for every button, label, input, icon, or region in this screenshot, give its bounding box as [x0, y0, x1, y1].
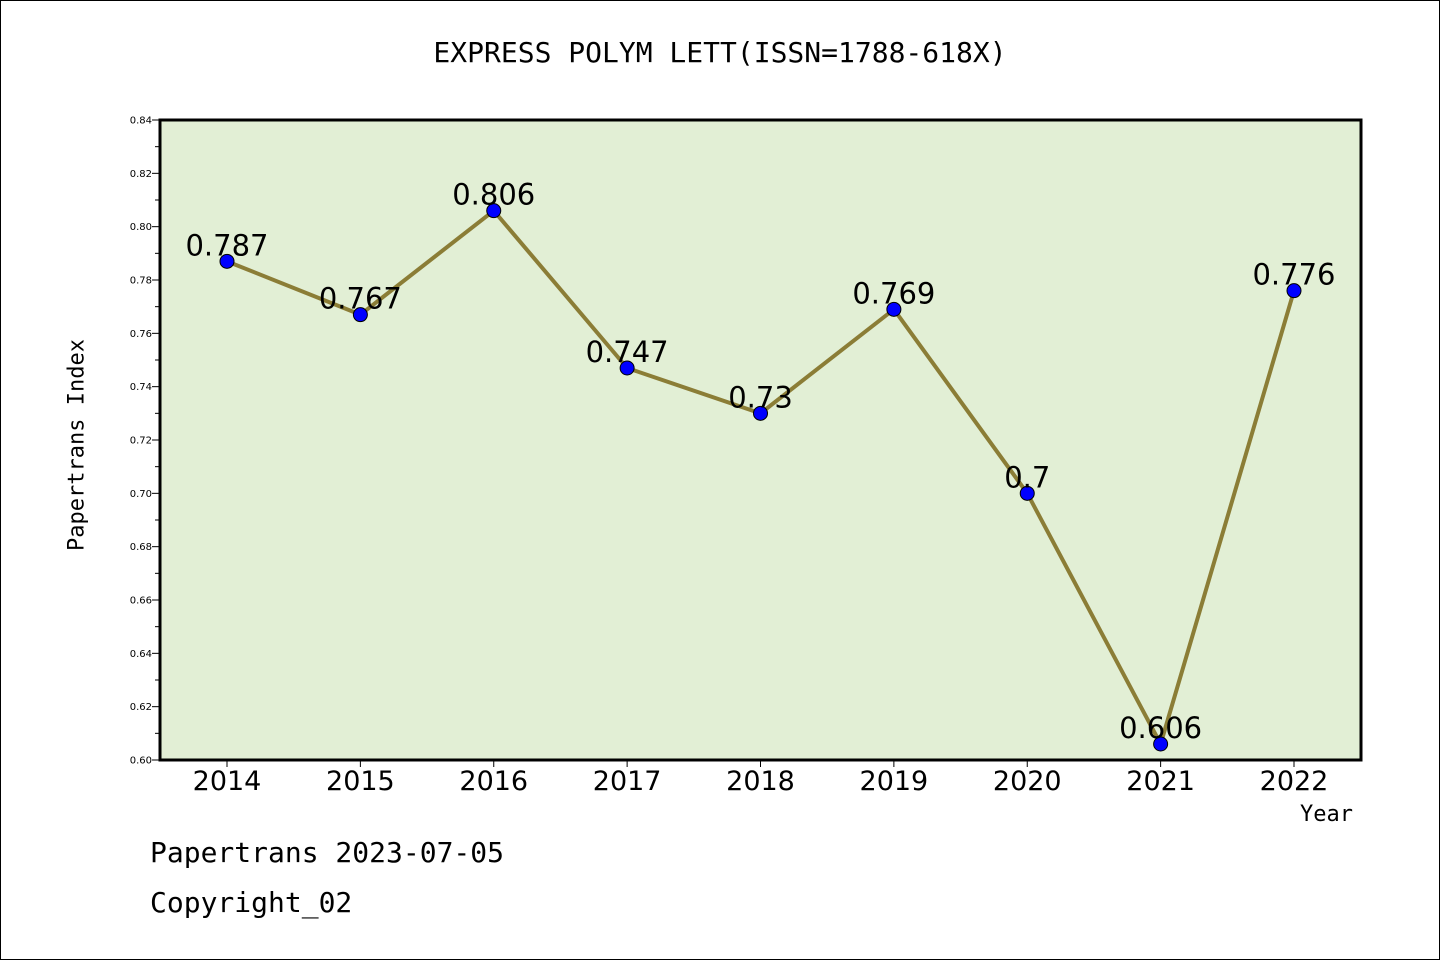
- x-tick-label: 2022: [1260, 766, 1329, 797]
- data-label: 0.787: [185, 228, 268, 262]
- plot-area: [160, 120, 1361, 760]
- y-tick-label: 0.64: [130, 649, 152, 660]
- x-tick-label: 2018: [726, 766, 795, 797]
- data-label: 0.776: [1252, 258, 1335, 292]
- data-label: 0.7: [1004, 460, 1050, 494]
- footer-date: Papertrans 2023-07-05: [150, 836, 505, 869]
- y-tick-label: 0.78: [130, 276, 152, 287]
- data-point: [486, 203, 502, 219]
- plot-border: [158, 118, 1363, 762]
- data-point: [619, 360, 635, 376]
- y-tick-label: 0.62: [130, 702, 152, 713]
- chart-title: EXPRESS POLYM LETT(ISSN=1788-618X): [433, 36, 1007, 69]
- data-point: [753, 405, 768, 421]
- footer-copyright: Copyright_02: [150, 886, 353, 919]
- x-axis-label: Year: [1300, 802, 1353, 827]
- y-tick-label: 0.82: [130, 169, 152, 180]
- y-tick-label: 0.76: [130, 329, 152, 340]
- y-tick-label: 0.84: [130, 116, 152, 127]
- data-label: 0.767: [319, 282, 402, 316]
- x-tick-label: 2021: [1126, 766, 1195, 797]
- y-tick-label: 0.80: [130, 222, 152, 233]
- y-tick-label: 0.66: [130, 596, 152, 607]
- data-point: [1286, 283, 1302, 299]
- data-label: 0.769: [852, 276, 935, 310]
- x-tick-label: 2019: [860, 766, 929, 797]
- x-tick-label: 2015: [326, 766, 395, 797]
- x-tick-label: 2017: [593, 766, 662, 797]
- y-tick-label: 0.60: [130, 756, 152, 767]
- data-label: 0.73: [728, 380, 793, 414]
- data-point: [219, 253, 235, 269]
- data-point: [352, 307, 368, 323]
- y-tick-label: 0.68: [130, 542, 152, 553]
- y-tick-label: 0.72: [130, 436, 152, 447]
- data-point: [1019, 485, 1035, 501]
- x-tick-label: 2016: [459, 766, 528, 797]
- data-point: [1153, 736, 1169, 752]
- y-tick-label: 0.74: [130, 382, 152, 393]
- y-tick-label: 0.70: [130, 489, 152, 500]
- data-label: 0.747: [586, 335, 669, 369]
- data-point: [886, 301, 902, 317]
- x-tick-label: 2014: [193, 766, 262, 797]
- data-label: 0.606: [1119, 711, 1202, 745]
- x-tick-label: 2020: [993, 766, 1062, 797]
- data-label: 0.806: [452, 178, 535, 212]
